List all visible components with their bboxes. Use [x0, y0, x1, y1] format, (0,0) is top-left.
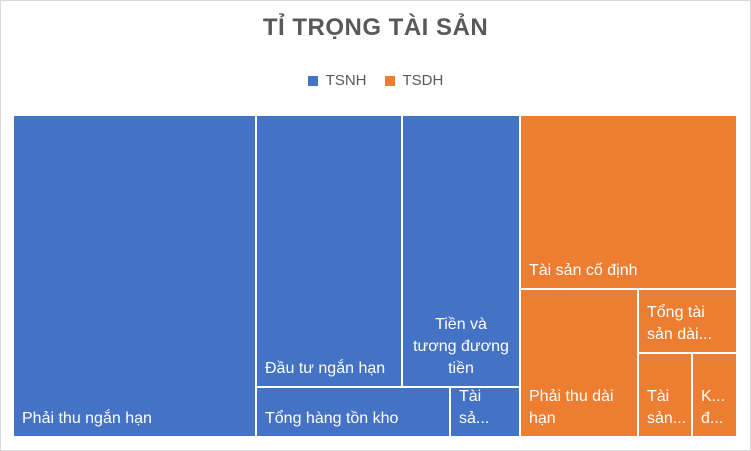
tile-label: Tài sản cố định — [529, 262, 638, 279]
tile-label: Tổng hàng tồn kho — [265, 410, 399, 427]
treemap-tile[interactable]: Đầu tư ngắn hạn — [255, 114, 403, 388]
treemap-tile[interactable]: Tài sả... — [449, 386, 521, 438]
treemap-tile[interactable]: Tài sản... — [637, 352, 693, 438]
legend-swatch-tsnh — [307, 75, 318, 86]
treemap-tile[interactable]: Tiền và tương đương tiền — [401, 114, 521, 388]
tile-label: Phải thu ngắn hạn — [22, 410, 152, 427]
tile-label: K... đ... — [701, 388, 726, 427]
treemap-tile[interactable]: Phải thu dài hạn — [519, 288, 639, 438]
tile-label: Đầu tư ngắn hạn — [265, 360, 386, 377]
treemap-tile[interactable]: Phải thu ngắn hạn — [12, 114, 257, 438]
treemap-plot: Phải thu ngắn hạn Đầu tư ngắn hạn Tổng h… — [12, 114, 738, 438]
legend-item-tsnh: TSNH — [307, 72, 367, 89]
treemap-tile[interactable]: Tài sản cố định — [519, 114, 738, 290]
tile-label: Tiền và tương đương tiền — [413, 316, 509, 377]
chart-title: TỈ TRỌNG TÀI SẢN — [262, 14, 489, 41]
tile-label: Phải thu dài hạn — [529, 388, 614, 427]
tile-label: Tài sản... — [647, 388, 687, 427]
legend-swatch-tsdh — [384, 75, 395, 86]
legend-label-tsnh: TSNH — [325, 72, 367, 89]
legend-item-tsdh: TSDH — [384, 72, 444, 89]
tile-label: Tài sả... — [459, 388, 490, 427]
tile-label: Tổng tài sản dài... — [647, 304, 712, 343]
legend-label-tsdh: TSDH — [402, 72, 444, 89]
treemap-tile[interactable]: Tổng hàng tồn kho — [255, 386, 451, 438]
treemap-tile[interactable]: K... đ... — [691, 352, 738, 438]
legend: TSNH TSDH — [0, 72, 751, 89]
treemap-tile[interactable]: Tổng tài sản dài... — [637, 288, 738, 354]
